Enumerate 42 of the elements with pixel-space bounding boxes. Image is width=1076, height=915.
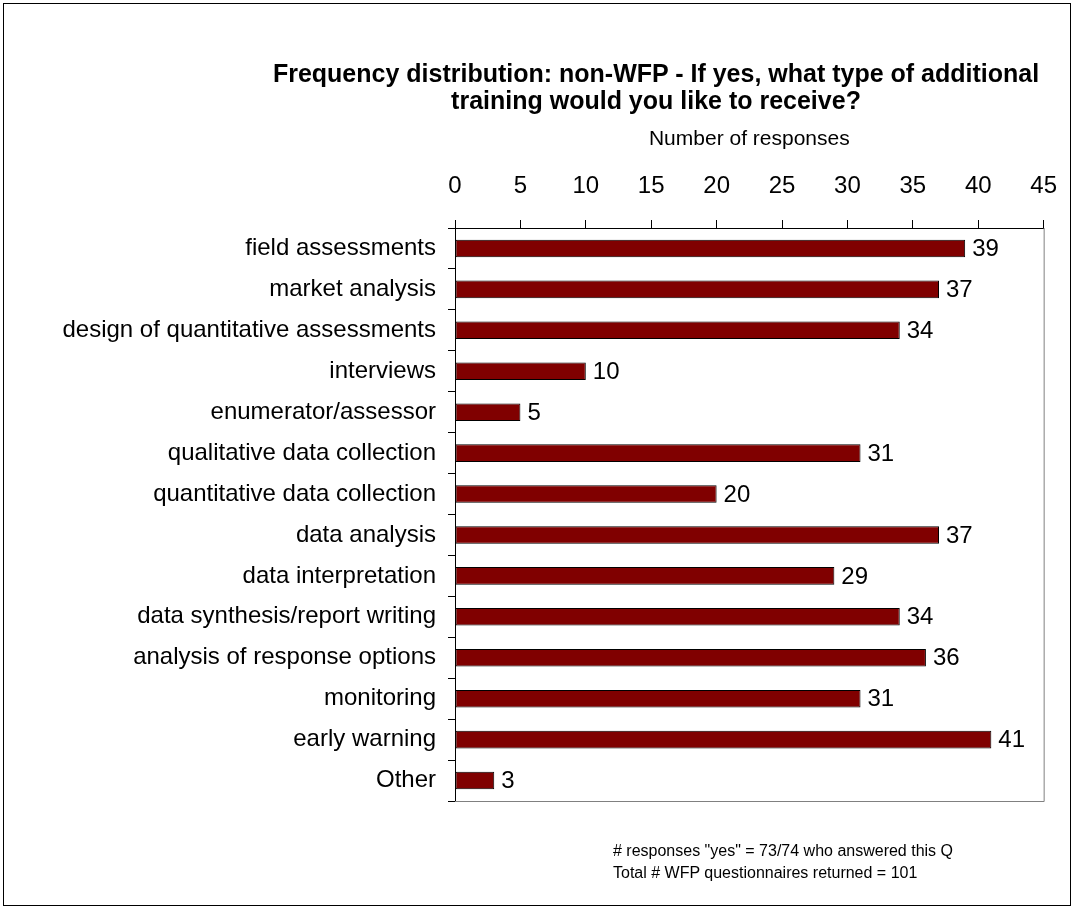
y-tick-label: design of quantitative assessments: [62, 314, 436, 342]
y-tick-label: interviews: [329, 355, 436, 383]
data-label: 39: [972, 234, 999, 262]
y-tick-label: analysis of response options: [133, 642, 436, 670]
y-tick-label: data analysis: [295, 519, 436, 547]
data-label: 37: [946, 520, 973, 548]
data-label: 3: [501, 766, 515, 794]
data-label: 31: [867, 438, 895, 466]
data-label: 10: [592, 356, 620, 384]
y-tick-label: enumerator/assessor: [210, 396, 436, 424]
text: # responses "yes" = 73/74 who answered this Q: [613, 842, 953, 860]
x-tick-label: 20: [703, 171, 730, 199]
y-tick-label: qualitative data collection: [167, 437, 436, 465]
x-tick-label: 30: [834, 171, 861, 199]
y-tick-label: Other: [375, 765, 436, 793]
data-label: 5: [527, 397, 541, 425]
data-label: 34: [906, 602, 934, 630]
y-tick-label: market analysis: [269, 274, 436, 302]
x-tick-label: 15: [637, 171, 665, 199]
data-label: 29: [841, 561, 869, 589]
y-tick-label: field assessments: [245, 233, 436, 261]
y-tick-label: monitoring: [323, 683, 436, 711]
x-tick-label: 25: [768, 171, 796, 199]
data-label: 20: [723, 479, 751, 507]
y-tick-label: data interpretation: [242, 560, 436, 588]
data-label: 37: [946, 275, 973, 303]
data-label: 36: [932, 643, 960, 671]
data-label: 41: [998, 725, 1026, 753]
chart-title: Frequency distribution: non-WFP - If yes, what type of additional training would you like to receive?: [272, 58, 1040, 114]
x-tick-label: 40: [964, 171, 992, 199]
y-tick-label: quantitative data collection: [153, 478, 436, 506]
x-tick-label: 0: [448, 171, 462, 199]
x-axis-title: Number of responses: [648, 126, 850, 150]
x-tick-label: 35: [899, 171, 927, 199]
x-tick-label: 5: [513, 171, 528, 199]
y-tick-label: early warning: [293, 724, 436, 752]
data-label: 34: [906, 315, 934, 343]
y-tick-label: data synthesis/report writing: [137, 601, 436, 629]
data-label: 31: [867, 684, 895, 712]
x-tick-label: 45: [1030, 171, 1057, 199]
x-tick-label: 10: [572, 171, 600, 199]
text: Total # WFP questionnaires returned = 101: [613, 864, 918, 882]
